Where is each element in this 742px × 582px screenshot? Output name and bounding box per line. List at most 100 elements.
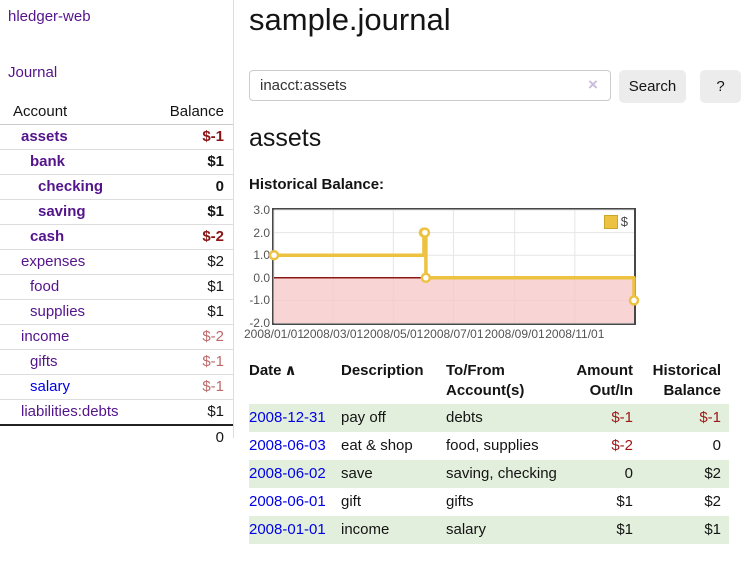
account-link[interactable]: bank [30,153,66,170]
search-input[interactable] [249,70,611,101]
amount-cell: $-1 [611,409,633,426]
accounts-cell: food, supplies [446,437,539,454]
date-cell: 2008-06-02 [249,464,341,484]
page-title: sample.journal [249,2,451,37]
y-axis-tick: -2.0 [249,316,270,330]
balance-column-header: Balance [169,103,224,120]
chart-title: Historical Balance: [249,176,385,193]
x-axis-tick: 2008/03/01 [303,327,364,341]
account-balance: $2 [207,253,224,270]
brand-link[interactable]: hledger-web [8,8,91,25]
balance-cell: $-1 [699,409,721,426]
clear-search-icon[interactable]: × [588,75,598,94]
register-row: 2008-01-01 income salary $1 $1 [249,516,729,544]
chart-y-axis: 3.0 2.0 1.0 0.0 -1.0 -2.0 [190,203,270,330]
y-axis-tick: 1.0 [253,248,270,263]
account-row: assets $-1 [0,125,233,150]
accounts-cell: debts [446,409,483,426]
date-cell: 2008-06-01 [249,492,341,512]
account-link[interactable]: food [30,278,60,295]
accounts-table: Account Balance assets $-1 bank $1 check… [0,100,233,450]
account-row: saving $1 [0,200,233,225]
account-row: salary $-1 [0,375,233,400]
account-balance: $1 [207,278,224,295]
account-balance: $-1 [202,353,224,370]
balance-cell: $1 [704,521,721,538]
description-cell: pay off [341,409,386,426]
register-rows: 2008-12-31 pay off debts $-1 $-1 2008-06… [249,404,729,544]
date-link[interactable]: 2008-06-03 [249,437,326,454]
accounts-cell: gifts [446,493,474,510]
accounts-total: 0 [215,429,224,446]
description-column-header: Description [341,362,424,379]
accounts-table-header: Account Balance [0,100,233,125]
description-cell: save [341,465,373,482]
chart-canvas [268,209,640,324]
account-link[interactable]: supplies [30,303,86,320]
account-link[interactable]: gifts [30,353,58,370]
sidebar: hledger-web Journal Account Balance asse… [0,0,234,446]
account-balance: $1 [207,303,224,320]
balance-chart: $ [268,208,640,325]
account-balance: $1 [207,403,224,420]
search-button[interactable]: Search [619,70,686,103]
date-link[interactable]: 2008-06-02 [249,465,326,482]
account-link[interactable]: assets [21,128,68,145]
sidebar-item-journal[interactable]: Journal [8,64,58,81]
balance-cell: $2 [704,465,721,482]
account-row: checking 0 [0,175,233,200]
accounts-total-row: 0 [0,424,233,450]
historical-balance-column-header: Historical Balance [652,362,721,399]
balance-cell: $2 [704,493,721,510]
date-cell: 2008-06-03 [249,436,341,456]
accounts-cell: saving, checking [446,465,557,482]
account-balance: $1 [207,153,224,170]
date-link[interactable]: 2008-06-01 [249,493,326,510]
register-table: Date ∧ Description To/From Account(s) Amo… [249,360,729,544]
account-link[interactable]: liabilities:debts [21,403,119,420]
date-column-header[interactable]: Date ∧ [249,362,297,379]
register-row: 2008-06-02 save saving, checking 0 $2 [249,460,729,488]
chart-legend: $ [601,213,630,230]
account-balance: $-2 [202,328,224,345]
register-row: 2008-12-31 pay off debts $-1 $-1 [249,404,729,432]
register-header: Date ∧ Description To/From Account(s) Amo… [249,360,729,404]
account-link[interactable]: checking [38,178,104,195]
balance-cell: 0 [712,437,721,454]
amount-cell: 0 [624,465,633,482]
account-link[interactable]: saving [38,203,86,220]
account-row: food $1 [0,275,233,300]
sort-asc-icon: ∧ [284,362,297,379]
date-cell: 2008-12-31 [249,408,341,428]
amount-cell: $1 [616,521,633,538]
help-button[interactable]: ? [700,70,741,103]
y-axis-tick: 2.0 [253,225,270,240]
account-row: expenses $2 [0,250,233,275]
account-link[interactable]: income [21,328,70,345]
date-cell: 2008-01-01 [249,520,341,540]
account-link[interactable]: expenses [21,253,86,270]
x-axis-tick: 2008/05/01 [363,327,424,341]
y-axis-tick: 3.0 [253,203,270,217]
register-row: 2008-06-01 gift gifts $1 $2 [249,488,729,516]
description-cell: income [341,521,390,538]
y-axis-tick: 0.0 [253,270,270,285]
description-cell: eat & shop [341,437,413,454]
x-axis-tick: 2008/09/01 [484,327,545,341]
account-balance: $-1 [202,378,224,395]
account-link[interactable]: cash [30,228,65,245]
date-link[interactable]: 2008-12-31 [249,409,326,426]
register-row: 2008-06-03 eat & shop food, supplies $-2… [249,432,729,460]
account-row: liabilities:debts $1 [0,400,233,424]
date-link[interactable]: 2008-01-01 [249,521,326,538]
account-balance: $-2 [202,228,224,245]
accounts-total-spacer [0,426,216,450]
amount-cell: $1 [616,493,633,510]
account-balance: $1 [207,203,224,220]
account-link[interactable]: salary [30,378,71,395]
accounts-rows: assets $-1 bank $1 checking 0 saving $1 … [0,125,233,424]
account-balance: $-1 [202,128,224,145]
accounts-column-header: To/From Account(s) [446,362,525,399]
account-heading: assets [249,124,322,152]
